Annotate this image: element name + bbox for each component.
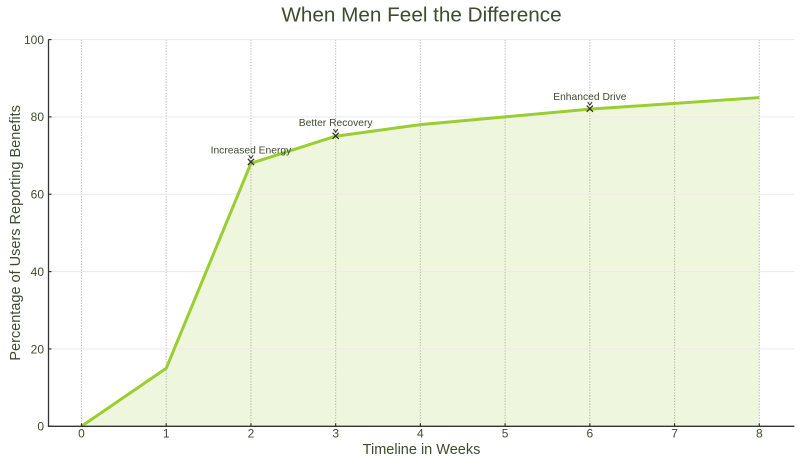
svg-text:40: 40 xyxy=(31,265,45,279)
svg-text:3: 3 xyxy=(332,426,339,440)
svg-text:7: 7 xyxy=(671,426,678,440)
svg-text:6: 6 xyxy=(587,426,594,440)
svg-text:100: 100 xyxy=(24,33,44,47)
svg-text:8: 8 xyxy=(756,426,763,440)
svg-text:20: 20 xyxy=(31,342,45,356)
svg-text:2: 2 xyxy=(248,426,255,440)
svg-text:60: 60 xyxy=(31,188,45,202)
svg-text:Enhanced Drive: Enhanced Drive xyxy=(553,92,627,103)
svg-text:When Men Feel the Difference: When Men Feel the Difference xyxy=(281,3,561,26)
svg-text:4: 4 xyxy=(417,426,424,440)
svg-text:1: 1 xyxy=(163,426,170,440)
svg-text:Better Recovery: Better Recovery xyxy=(299,118,374,129)
svg-text:80: 80 xyxy=(31,110,45,124)
svg-text:Percentage of Users Reporting: Percentage of Users Reporting Benefits xyxy=(8,105,24,361)
svg-text:0: 0 xyxy=(37,420,44,434)
svg-text:0: 0 xyxy=(78,426,85,440)
svg-text:5: 5 xyxy=(502,426,509,440)
svg-text:Timeline in Weeks: Timeline in Weeks xyxy=(363,442,481,458)
svg-text:Increased Energy: Increased Energy xyxy=(211,145,293,156)
